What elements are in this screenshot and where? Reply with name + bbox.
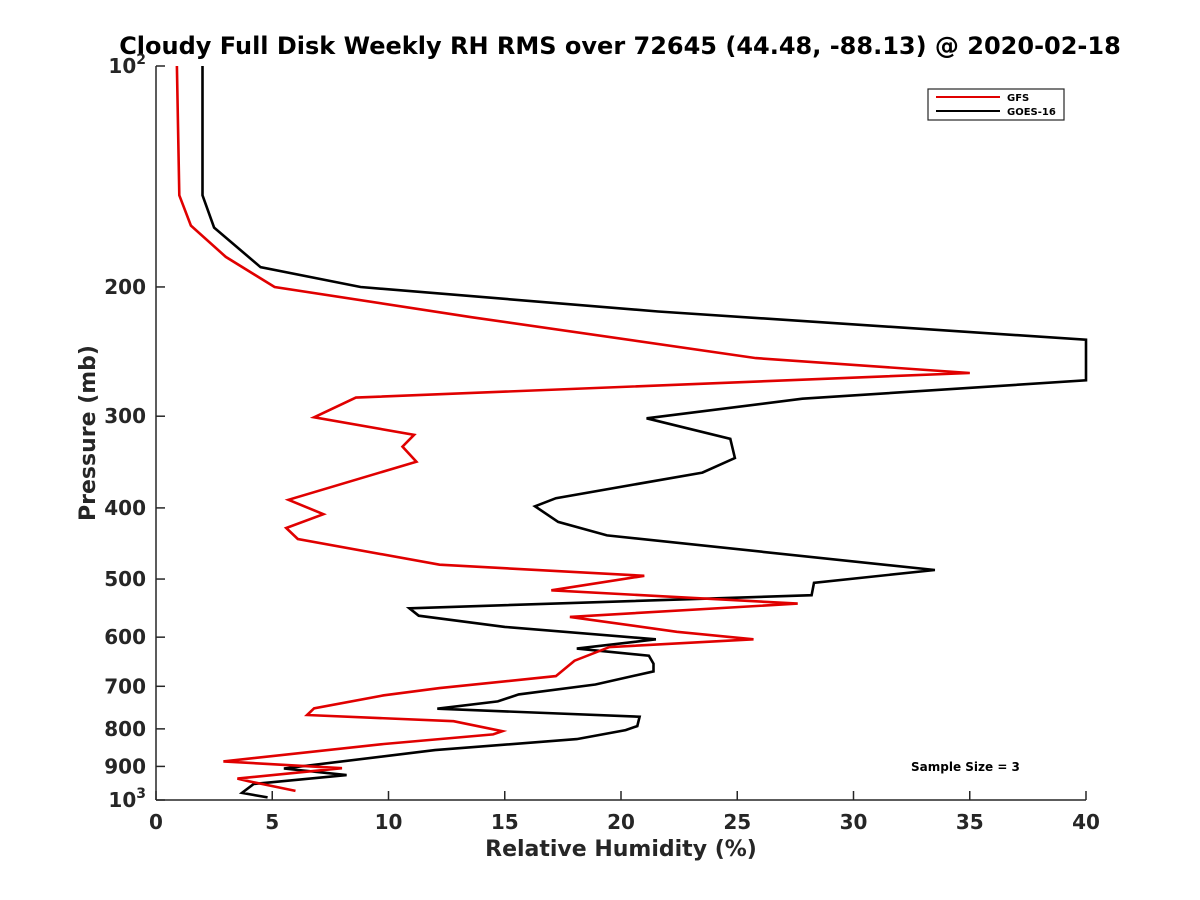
x-tick-label: 35 (956, 810, 984, 834)
x-tick-label: 0 (149, 810, 163, 834)
y-tick-label: 200 (104, 275, 146, 299)
x-tick-label: 10 (375, 810, 403, 834)
y-tick-label: 103 (108, 786, 146, 812)
y-tick-label: 700 (104, 674, 146, 698)
sample-size-annotation: Sample Size = 3 (911, 760, 1020, 774)
x-tick-label: 40 (1072, 810, 1100, 834)
x-ticks: 0 5 10 15 20 25 30 35 40 (149, 791, 1100, 834)
plot-area: 0 5 10 15 20 25 30 35 40 10220030040050060070080… (104, 52, 1100, 834)
y-tick-base: 10 (108, 54, 136, 78)
legend-label-goes16: GOES-16 (1007, 107, 1056, 118)
y-tick-label: 800 (104, 717, 146, 741)
y-tick-label: 300 (104, 404, 146, 428)
legend-box (927, 88, 1065, 121)
y-tick-label: 600 (104, 625, 146, 649)
y-tick-base: 10 (108, 788, 136, 812)
y-tick-exponent: 3 (136, 786, 146, 802)
series-line-gfs (175, 65, 970, 793)
chart-title: Cloudy Full Disk Weekly RH RMS over 7264… (119, 32, 1121, 60)
y-tick-label: 900 (104, 754, 146, 778)
y-axis-label: Pressure (mb) (76, 345, 101, 521)
x-axis-label: Relative Humidity (%) (485, 837, 757, 862)
y-tick-label: 102 (108, 52, 146, 78)
x-tick-label: 15 (491, 810, 519, 834)
y-tick-label: 500 (104, 567, 146, 591)
y-tick-exponent: 2 (136, 52, 146, 68)
x-tick-label: 5 (265, 810, 279, 834)
x-tick-label: 30 (840, 810, 868, 834)
series-line-goes16 (201, 66, 1088, 799)
x-tick-label: 25 (723, 810, 751, 834)
x-tick-label: 20 (607, 810, 635, 834)
legend: GFS GOES-16 (927, 88, 1065, 121)
y-tick-label: 400 (104, 496, 146, 520)
legend-label-gfs: GFS (1007, 93, 1029, 104)
series-lines (175, 65, 1088, 799)
